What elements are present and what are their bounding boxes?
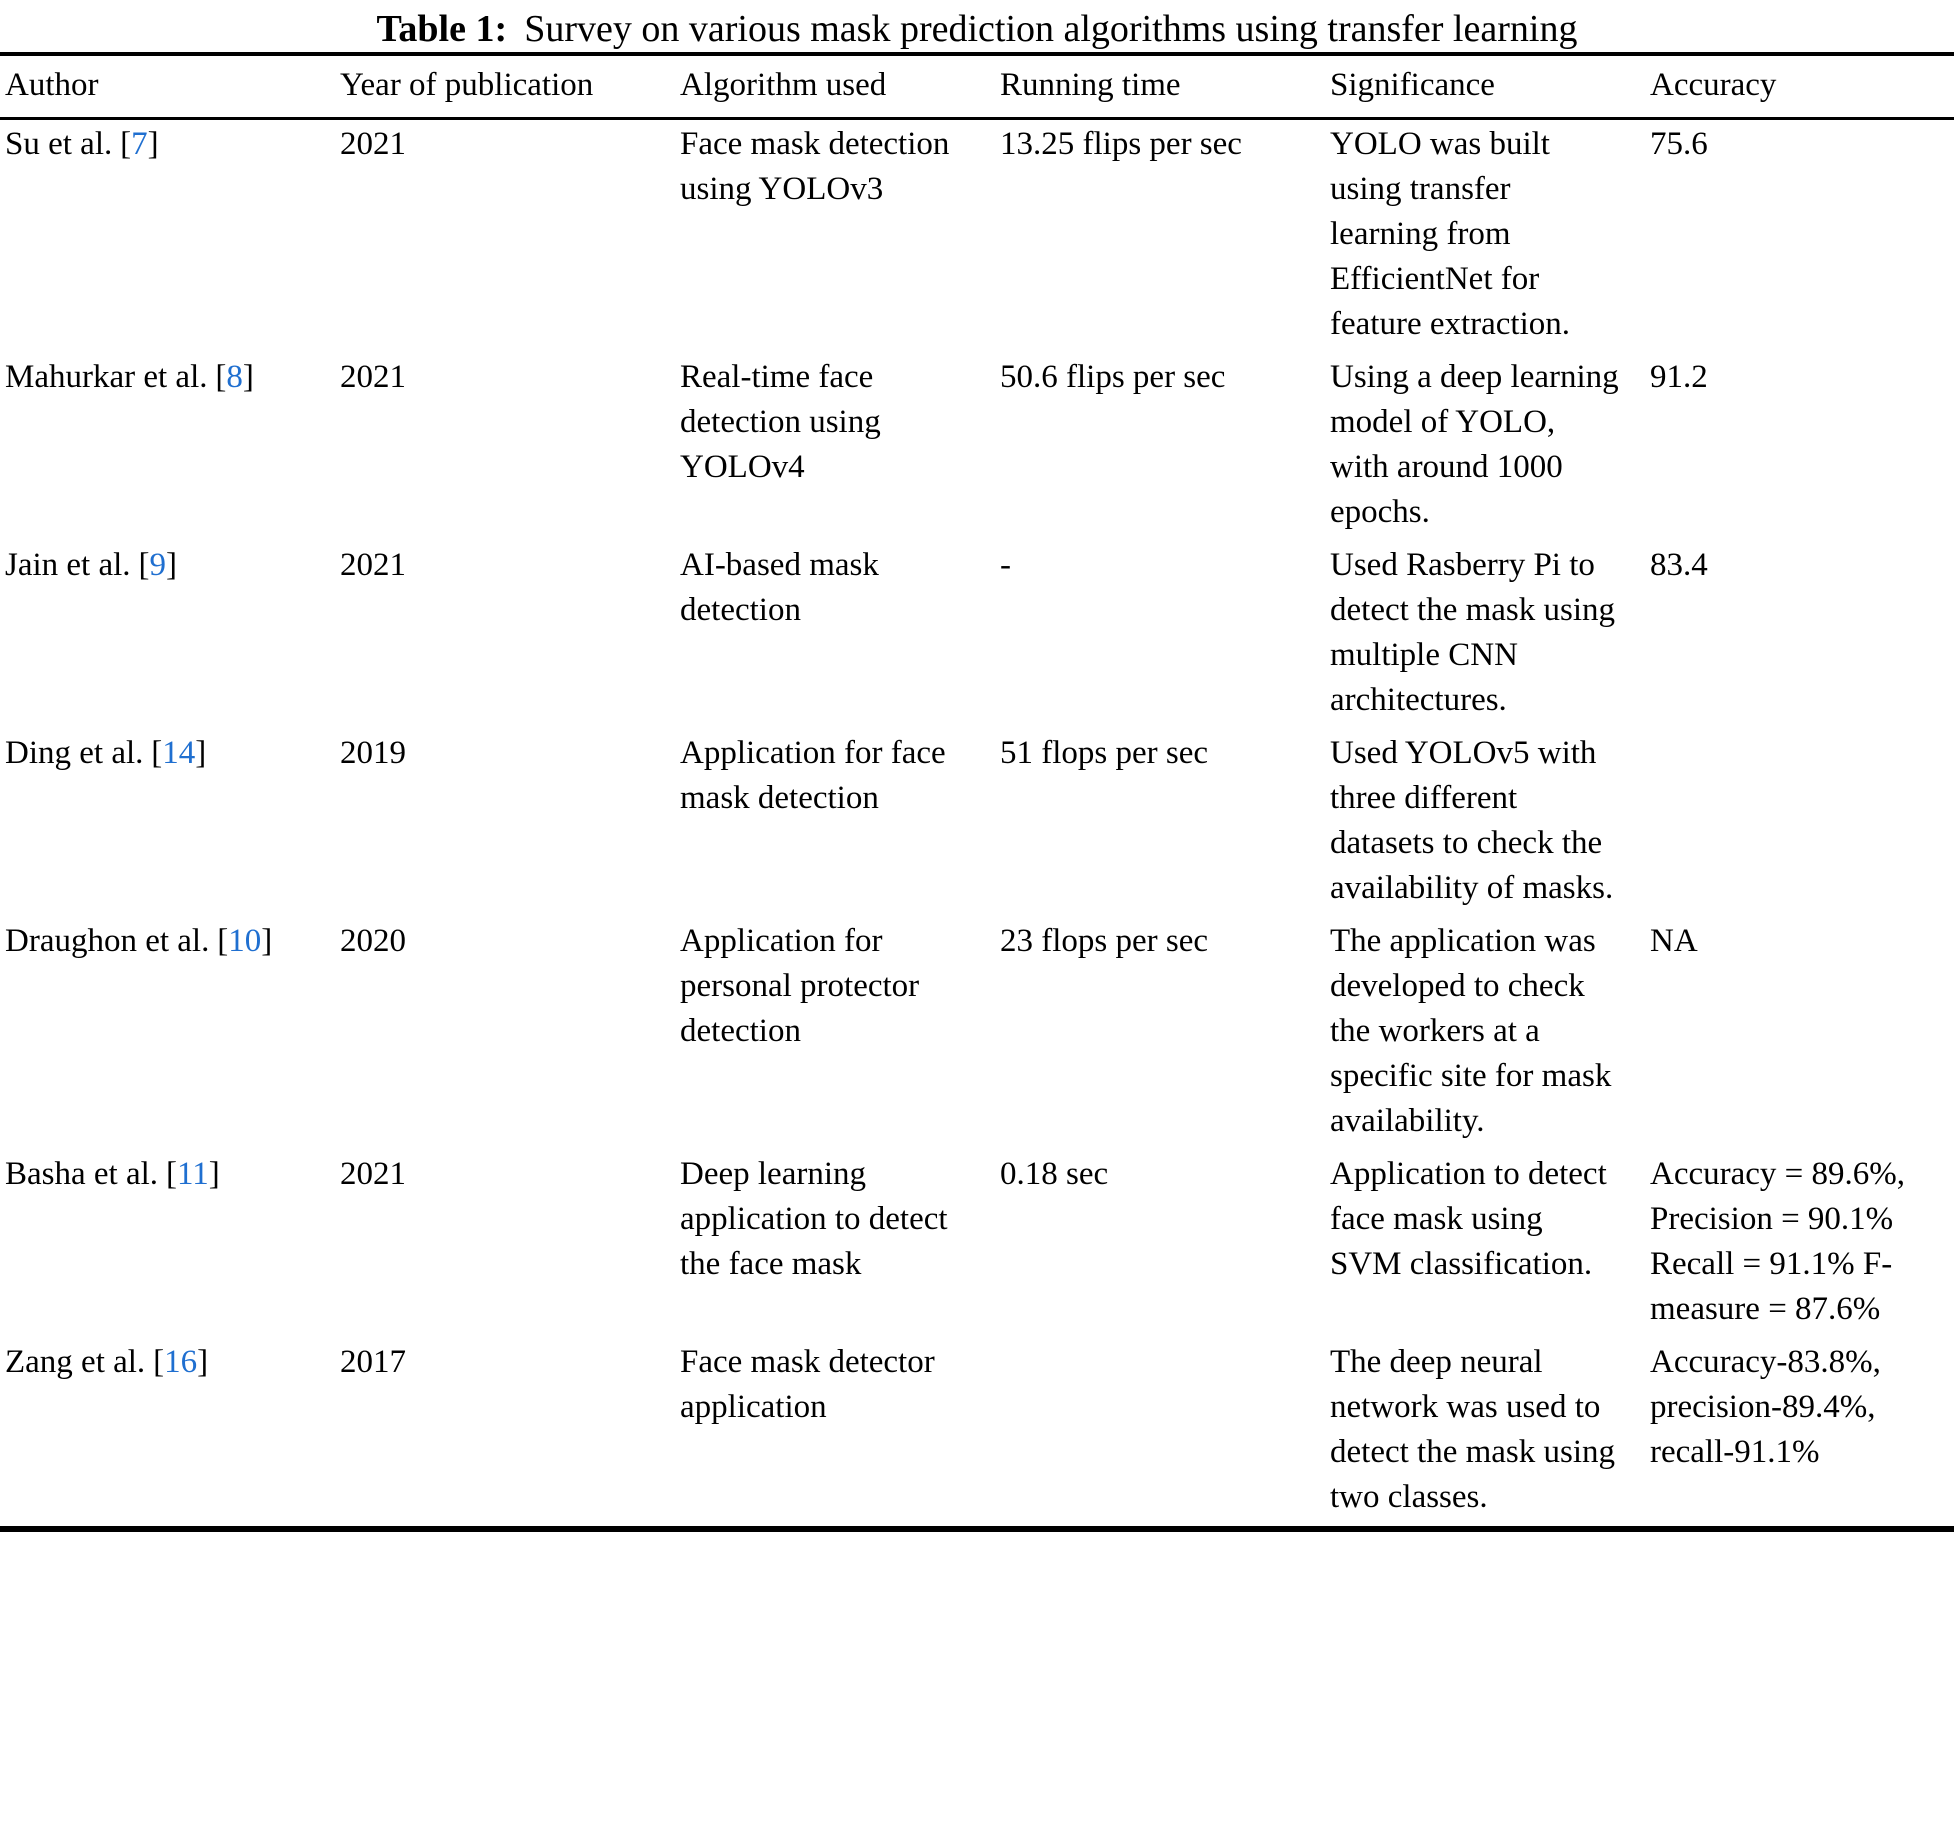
running-time-cell: 13.25 flips per sec (1000, 126, 1242, 162)
citation-ref[interactable]: 8 (226, 359, 243, 395)
author-cell: Draughon et al. [10] (0, 917, 340, 1150)
citation-open-bracket: [ (165, 1156, 177, 1192)
algorithm-cell: Face mask detection using YOLOv3 (680, 126, 950, 207)
author-name: Zang et al. (5, 1344, 146, 1380)
citation-open-bracket: [ (153, 1344, 165, 1380)
table-row: Basha et al. [11] 2021 Deep learning appl… (0, 1150, 1954, 1338)
accuracy-cell: Accuracy-83.8%, precision-89.4%, recall-… (1650, 1344, 1881, 1470)
citation-close-bracket: ] (197, 1344, 209, 1380)
significance-cell: Used Rasberry Pi to detect the mask usin… (1330, 547, 1616, 718)
algorithm-cell: Face mask detector application (680, 1344, 935, 1425)
citation-open-bracket: [ (215, 359, 227, 395)
citation: [11] (166, 1156, 220, 1192)
author-cell: Basha et al. [11] (0, 1150, 340, 1338)
accuracy-cell (1650, 729, 1954, 917)
running-time-cell: 51 flops per sec (1000, 735, 1209, 771)
year-cell: 2020 (340, 923, 406, 959)
significance-cell: Application to detect face mask using SV… (1330, 1156, 1607, 1282)
citation-open-bracket: [ (217, 923, 229, 959)
citation-ref[interactable]: 14 (162, 735, 196, 771)
accuracy-cell: 91.2 (1650, 359, 1708, 395)
author-name: Basha et al. (5, 1156, 159, 1192)
citation-close-bracket: ] (261, 923, 273, 959)
significance-cell: YOLO was built using transfer learning f… (1330, 126, 1571, 342)
table-caption-label: Table 1: (376, 8, 508, 50)
year-cell: 2019 (340, 735, 406, 771)
year-cell: 2021 (340, 547, 406, 583)
citation: [7] (120, 126, 159, 162)
col-header-significance: Significance (1330, 67, 1495, 103)
table-row: Draughon et al. [10] 2020 Application for… (0, 917, 1954, 1150)
table-row: Mahurkar et al. [8] 2021 Real-time face d… (0, 353, 1954, 541)
author-cell: Zang et al. [16] (0, 1338, 340, 1529)
accuracy-cell: Accuracy = 89.6%, Precision = 90.1% Reca… (1650, 1156, 1906, 1327)
algorithm-cell: Application for face mask detection (680, 735, 946, 816)
table-caption: Table 1: Survey on various mask predictio… (0, 0, 1954, 52)
citation-close-bracket: ] (147, 126, 159, 162)
citation: [8] (215, 359, 254, 395)
col-header-author: Author (5, 67, 99, 103)
year-cell: 2021 (340, 1156, 406, 1192)
col-header-year: Year of publication (340, 67, 594, 103)
algorithm-cell: Real-time face detection using YOLOv4 (680, 359, 881, 485)
citation-close-bracket: ] (208, 1156, 220, 1192)
citation-open-bracket: [ (138, 547, 150, 583)
citation: [9] (138, 547, 177, 583)
citation-close-bracket: ] (242, 359, 254, 395)
running-time-cell (1000, 1338, 1330, 1529)
author-name: Jain et al. (5, 547, 131, 583)
table-header: Author Year of publication Algorithm use… (0, 54, 1954, 119)
running-time-cell: 0.18 sec (1000, 1156, 1109, 1192)
table-row: Zang et al. [16] 2017 Face mask detector … (0, 1338, 1954, 1529)
year-cell: 2017 (340, 1344, 406, 1380)
running-time-cell: 50.6 flips per sec (1000, 359, 1226, 395)
author-cell: Jain et al. [9] (0, 541, 340, 729)
significance-cell: Using a deep learning model of YOLO, wit… (1330, 359, 1619, 530)
significance-cell: The deep neural network was used to dete… (1330, 1344, 1616, 1515)
algorithm-cell: Application for personal protector detec… (680, 923, 920, 1049)
citation-open-bracket: [ (151, 735, 163, 771)
table-body: Su et al. [7] 2021 Face mask detection us… (0, 119, 1954, 1530)
significance-cell: The application was developed to check t… (1330, 923, 1612, 1139)
algorithm-cell: Deep learning application to detect the … (680, 1156, 948, 1282)
survey-table: Author Year of publication Algorithm use… (0, 52, 1954, 1532)
citation-ref[interactable]: 9 (149, 547, 166, 583)
citation: [10] (217, 923, 272, 959)
header-row: Author Year of publication Algorithm use… (0, 54, 1954, 119)
col-header-algorithm: Algorithm used (680, 67, 887, 103)
col-header-accuracy: Accuracy (1650, 67, 1777, 103)
citation-ref[interactable]: 10 (228, 923, 262, 959)
citation-ref[interactable]: 11 (176, 1156, 209, 1192)
citation: [14] (151, 735, 206, 771)
citation-ref[interactable]: 7 (131, 126, 148, 162)
running-time-cell: 23 flops per sec (1000, 923, 1209, 959)
author-cell: Mahurkar et al. [8] (0, 353, 340, 541)
author-name: Mahurkar et al. (5, 359, 208, 395)
running-time-cell: - (1000, 547, 1011, 583)
author-name: Ding et al. (5, 735, 144, 771)
significance-cell: Used YOLOv5 with three different dataset… (1330, 735, 1614, 906)
table-row: Ding et al. [14] 2019 Application for fac… (0, 729, 1954, 917)
table-row: Su et al. [7] 2021 Face mask detection us… (0, 119, 1954, 354)
table-caption-text: Survey on various mask prediction algori… (524, 8, 1578, 50)
col-header-running-time: Running time (1000, 67, 1181, 103)
citation: [16] (153, 1344, 208, 1380)
accuracy-cell: 83.4 (1650, 547, 1708, 583)
algorithm-cell: AI-based mask detection (680, 547, 879, 628)
author-name: Su et al. (5, 126, 113, 162)
citation-open-bracket: [ (120, 126, 132, 162)
year-cell: 2021 (340, 126, 406, 162)
author-cell: Ding et al. [14] (0, 729, 340, 917)
citation-close-bracket: ] (165, 547, 177, 583)
accuracy-cell: NA (1650, 923, 1698, 959)
citation-close-bracket: ] (195, 735, 207, 771)
author-cell: Su et al. [7] (0, 119, 340, 354)
table-row: Jain et al. [9] 2021 AI-based mask detect… (0, 541, 1954, 729)
citation-ref[interactable]: 16 (164, 1344, 198, 1380)
author-name: Draughon et al. (5, 923, 210, 959)
accuracy-cell: 75.6 (1650, 126, 1708, 162)
year-cell: 2021 (340, 359, 406, 395)
